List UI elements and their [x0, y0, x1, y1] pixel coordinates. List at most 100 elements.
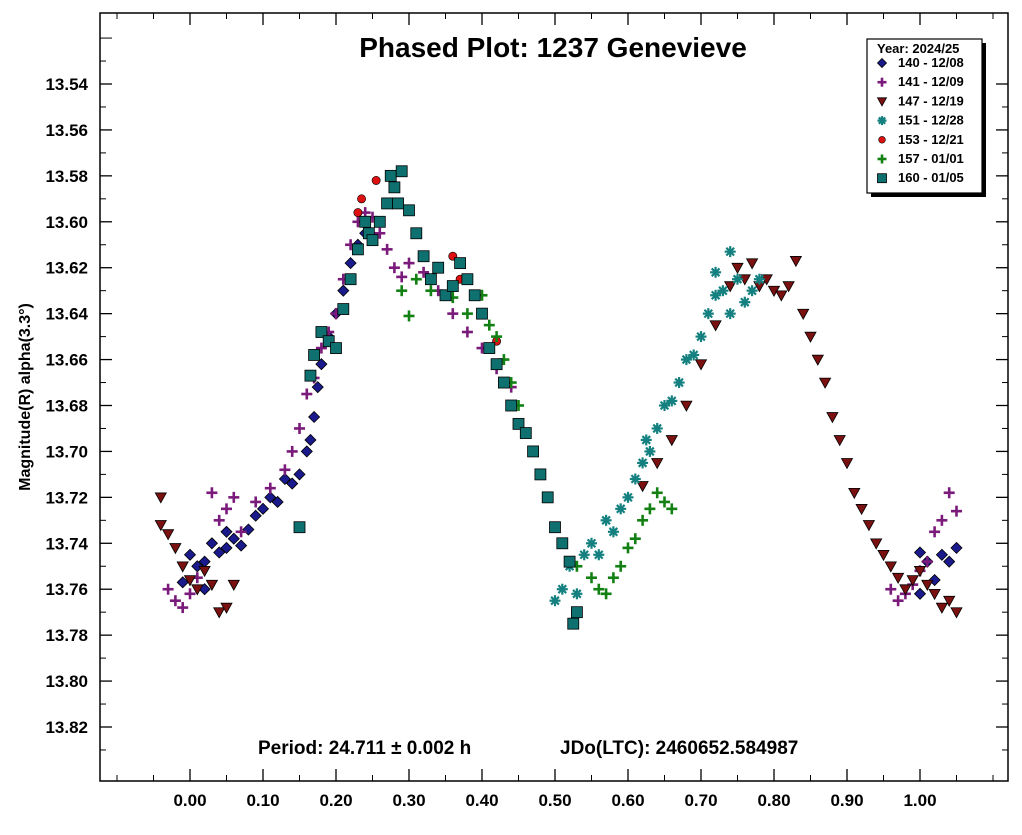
data-point [221, 503, 232, 515]
data-point [877, 549, 890, 562]
data-point [388, 262, 400, 274]
data-point [892, 595, 904, 607]
series-147 [154, 256, 963, 619]
data-point [935, 548, 948, 561]
data-point [549, 521, 561, 534]
x-tick-label: 0.90 [830, 791, 863, 810]
data-point [227, 579, 240, 591]
data-point [950, 541, 963, 554]
data-point [491, 331, 503, 343]
data-point [622, 491, 634, 503]
data-point [878, 136, 886, 144]
data-point [563, 555, 576, 568]
data-point [629, 533, 641, 545]
data-point [876, 57, 888, 69]
data-point [951, 505, 962, 517]
data-point [315, 358, 328, 371]
data-point [659, 496, 670, 508]
data-point [651, 422, 663, 434]
data-point [461, 308, 473, 320]
data-point [395, 165, 408, 178]
data-point [198, 566, 211, 578]
legend-item-label: 147 - 12/19 [898, 93, 964, 108]
data-point [161, 529, 175, 541]
data-point [505, 399, 518, 412]
y-tick-label: 13.76 [45, 580, 88, 599]
data-point [556, 537, 569, 550]
data-point [425, 285, 437, 297]
data-point [439, 289, 452, 302]
legend-box [866, 38, 983, 194]
data-point [374, 227, 386, 239]
data-point [403, 310, 415, 322]
data-point [461, 326, 473, 338]
data-point [804, 331, 817, 343]
data-point [176, 576, 189, 589]
data-point [607, 526, 619, 538]
data-point [694, 359, 708, 371]
data-point [154, 492, 167, 504]
data-point [818, 377, 832, 389]
y-tick-label: 13.56 [45, 121, 88, 140]
data-point [717, 285, 729, 297]
data-point [885, 583, 897, 595]
data-point [286, 445, 298, 457]
data-point [162, 583, 174, 595]
legend-item-label: 151 - 12/28 [898, 113, 964, 128]
data-point [571, 588, 583, 600]
data-point [300, 445, 313, 458]
data-point [549, 595, 561, 607]
legend-item: 141 - 12/09 [877, 74, 964, 89]
data-point [913, 566, 927, 578]
data-point [936, 514, 948, 526]
data-point [578, 549, 590, 561]
data-point [571, 606, 583, 619]
data-point [220, 525, 233, 538]
x-tick-label: 0.40 [465, 791, 498, 810]
y-tick-label: 13.60 [45, 213, 88, 232]
data-point [308, 410, 321, 424]
data-point [337, 303, 350, 315]
data-point [344, 273, 357, 286]
data-point [695, 331, 707, 343]
data-point [636, 481, 649, 493]
data-point [432, 261, 445, 274]
data-point [235, 526, 247, 538]
data-point [600, 514, 612, 526]
legend-item-label: 141 - 12/09 [898, 74, 964, 89]
data-point [373, 215, 386, 228]
data-point [833, 435, 846, 447]
data-point [929, 526, 941, 538]
data-point [220, 602, 233, 614]
data-point [388, 181, 401, 194]
data-point [396, 271, 408, 283]
data-point [264, 482, 276, 494]
data-point [184, 588, 196, 600]
x-tick-label: 0.50 [538, 791, 571, 810]
data-point [666, 503, 678, 515]
y-tick-label: 13.82 [45, 718, 88, 737]
data-point [519, 427, 532, 439]
data-point [169, 595, 181, 607]
data-point [666, 395, 678, 407]
data-point [417, 250, 430, 263]
x-tick-label: 1.00 [903, 791, 936, 810]
data-point [680, 400, 693, 412]
data-point [396, 285, 408, 297]
data-point [483, 319, 495, 331]
data-point [877, 77, 887, 87]
data-point [615, 503, 627, 515]
data-point [447, 308, 459, 320]
data-point [357, 194, 366, 204]
period-annotation: Period: 24.711 ± 0.002 h [258, 738, 471, 759]
data-point [293, 468, 306, 481]
data-point [556, 583, 568, 595]
data-point [709, 320, 722, 332]
data-point [680, 354, 692, 366]
data-point [913, 587, 927, 600]
data-point [789, 256, 803, 268]
data-point [176, 561, 189, 573]
data-point [191, 584, 204, 596]
